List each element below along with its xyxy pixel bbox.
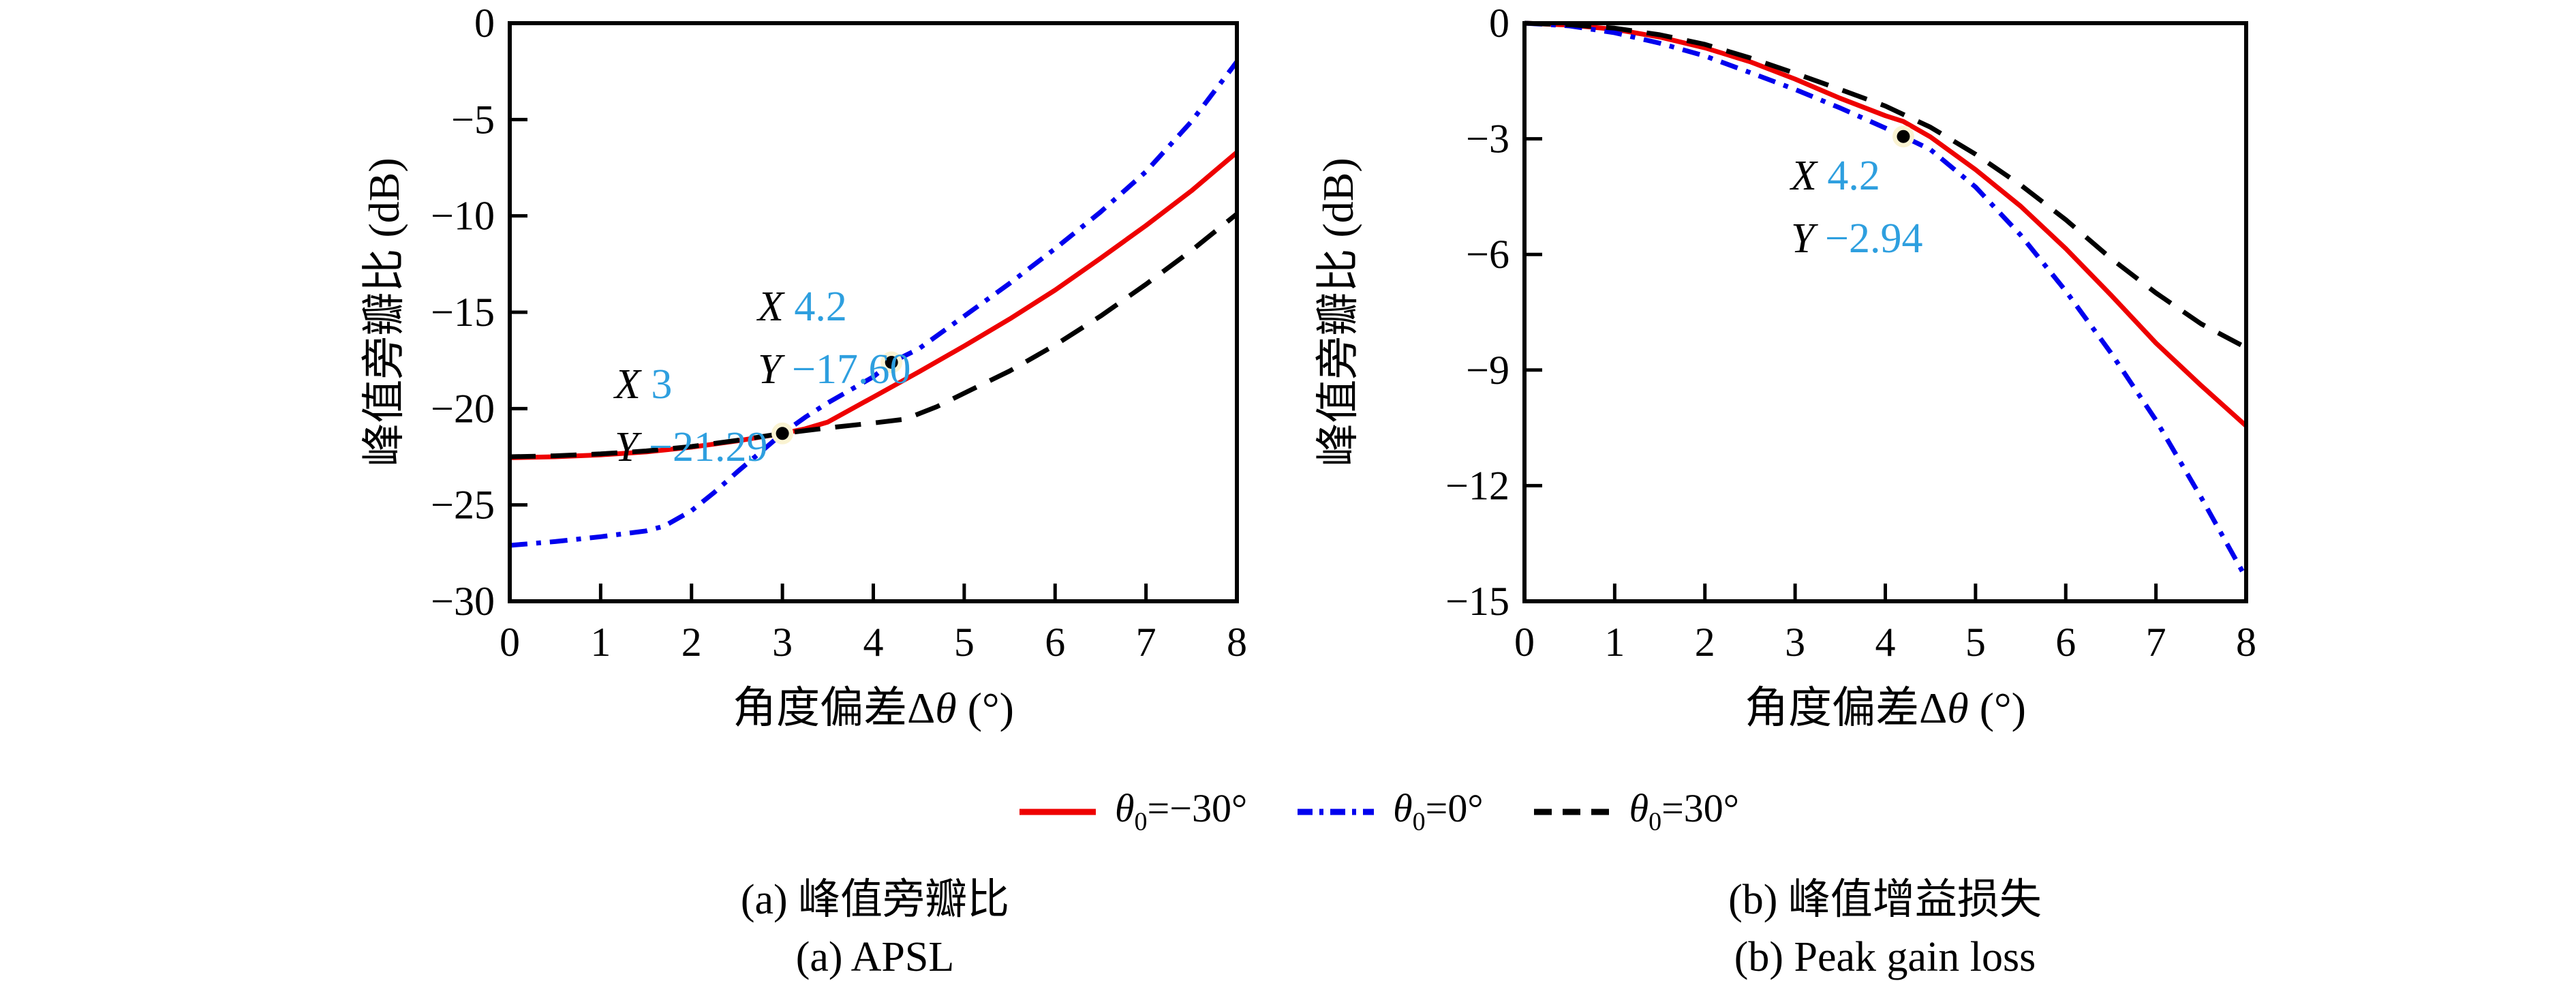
legend: θ0=−30° θ0=0° θ0=30° xyxy=(90,777,2576,845)
plot-box xyxy=(1522,21,2248,603)
y-tick-label: −15 xyxy=(431,290,495,335)
x-tick-label: 3 xyxy=(772,620,793,665)
caption-peak-gain-loss-cn: (b) 峰值增益损失 xyxy=(1728,877,2042,923)
black-dashed-line-icon xyxy=(1533,809,1610,815)
y-tick-label: −6 xyxy=(1466,232,1509,277)
y-tick-label: −15 xyxy=(1445,579,1509,624)
datatip-y-annotation: Y −17.60 xyxy=(758,346,910,393)
legend-label-theta0-neg30: θ0=−30° xyxy=(1115,785,1247,837)
x-tick-label: 1 xyxy=(1604,620,1625,665)
x-tick-label: 8 xyxy=(2236,620,2256,665)
x-axis-label: 角度偏差Δθ (°) xyxy=(1745,684,2026,732)
legend-label-theta0-0: θ0=0° xyxy=(1393,785,1483,837)
x-tick-label: 6 xyxy=(1045,620,1065,665)
x-tick-label: 7 xyxy=(1136,620,1156,665)
caption-apsl: (a) 峰值旁瓣比 (a) APSL xyxy=(398,871,1352,981)
y-tick-label: −3 xyxy=(1466,117,1509,162)
curve-θ0=30° xyxy=(509,212,1239,459)
theta-subscript: 0 xyxy=(1412,807,1426,836)
peak-gain-loss-chart: 0 1 2 3 4 5 6 7 8 0 −3 −6 −9 −12 −15 角度偏差Δθ (°) 峰值旁瓣比 (d… xyxy=(1314,1,2256,732)
y-axis-label: 峰值旁瓣比 (dB) xyxy=(360,157,408,466)
caption-peak-gain-loss-en: (b) Peak gain loss xyxy=(1734,934,2036,980)
datatip-x-annotation: X 4.2 xyxy=(756,284,847,330)
curve-θ0=0° xyxy=(1524,20,2249,579)
datatip-y-annotation: Y −21.29 xyxy=(615,424,767,470)
y-tick-label: −25 xyxy=(431,483,495,528)
datatip-dot-icon xyxy=(776,427,789,440)
legend-value: =0° xyxy=(1425,786,1484,831)
x-tick-label: 4 xyxy=(863,620,884,665)
x-tick-label: 4 xyxy=(1875,620,1896,665)
x-axis-label: 角度偏差Δθ (°) xyxy=(733,684,1014,732)
theta-symbol: θ xyxy=(1629,786,1649,831)
theta-symbol: θ xyxy=(1393,786,1413,831)
plot-box xyxy=(508,21,1239,603)
blue-dashdot-line-icon xyxy=(1298,809,1375,815)
legend-value: =−30° xyxy=(1147,786,1248,831)
y-tick-label: 0 xyxy=(474,1,495,46)
y-tick-label: −5 xyxy=(451,97,495,142)
red-solid-line-icon xyxy=(1019,809,1097,815)
caption-apsl-en: (a) APSL xyxy=(795,934,955,980)
curve-θ0=−30° xyxy=(509,150,1239,460)
x-tick-label: 8 xyxy=(1227,620,1247,665)
caption-apsl-cn: (a) 峰值旁瓣比 xyxy=(740,877,1010,923)
curve-θ0=0° xyxy=(509,60,1239,548)
datatip-dot-icon xyxy=(1897,130,1910,143)
x-tick-label: 0 xyxy=(1514,620,1535,665)
x-tick-label: 6 xyxy=(2055,620,2076,665)
x-tick-label: 1 xyxy=(590,620,611,665)
y-tick-label: −9 xyxy=(1466,348,1509,393)
legend-item-theta0-neg30: θ0=−30° xyxy=(1017,785,1247,837)
x-tick-label: 2 xyxy=(681,620,702,665)
y-tick-label: −12 xyxy=(1445,463,1509,508)
legend-label-theta0-30: θ0=30° xyxy=(1629,785,1739,837)
apsl-chart: 0 1 2 3 4 5 6 7 8 0 −5 −10 −15 −20 −25 −30 角度偏差Δθ (°) 峰值旁… xyxy=(360,1,1247,732)
datatip-x-annotation: X 3 xyxy=(613,361,672,408)
y-tick-label: 0 xyxy=(1489,1,1509,46)
datatip-dot-icon xyxy=(885,355,898,369)
curve-θ0=30° xyxy=(1524,20,2248,350)
y-tick-label: −20 xyxy=(431,386,495,431)
y-tick-label: −10 xyxy=(431,194,495,239)
x-tick-label: 5 xyxy=(1965,620,1986,665)
theta-subscript: 0 xyxy=(1134,807,1148,836)
datatip-y-annotation: Y −2.94 xyxy=(1791,215,1922,262)
caption-peak-gain-loss: (b) 峰值增益损失 (b) Peak gain loss xyxy=(1408,871,2362,981)
theta-symbol: θ xyxy=(1115,786,1135,831)
legend-value: =30° xyxy=(1661,786,1739,831)
legend-item-theta0-0: θ0=0° xyxy=(1295,785,1484,837)
legend-item-theta0-30: θ0=30° xyxy=(1531,785,1739,837)
datatip-x-annotation: X 4.2 xyxy=(1789,153,1880,199)
y-tick-label: −30 xyxy=(431,579,495,624)
x-tick-label: 0 xyxy=(500,620,520,665)
x-tick-label: 3 xyxy=(1785,620,1805,665)
x-tick-label: 5 xyxy=(954,620,975,665)
y-axis-label: 峰值旁瓣比 (dB) xyxy=(1314,157,1362,466)
x-tick-label: 2 xyxy=(1695,620,1715,665)
theta-subscript: 0 xyxy=(1649,807,1662,836)
x-tick-label: 7 xyxy=(2146,620,2166,665)
